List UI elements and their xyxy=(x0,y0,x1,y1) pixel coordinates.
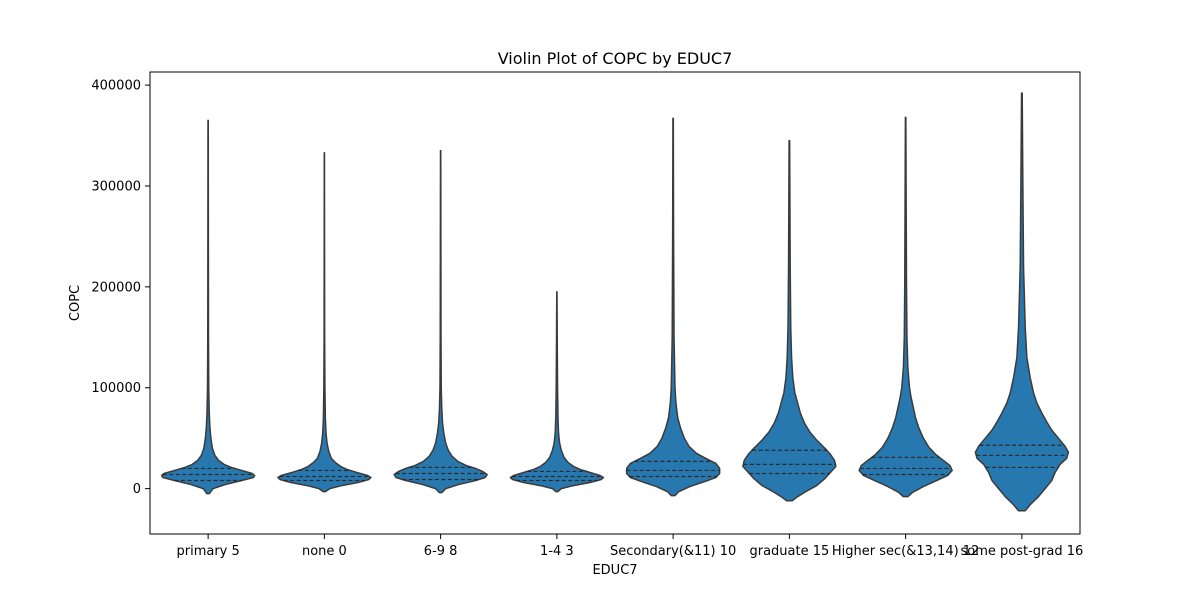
violin-body xyxy=(742,139,837,502)
x-tick-label: 1-4 3 xyxy=(540,544,574,559)
violin-body xyxy=(858,116,953,498)
y-tick-label: 100000 xyxy=(91,381,141,396)
violin-body xyxy=(277,151,372,493)
x-tick-label: some post-grad 16 xyxy=(960,544,1083,559)
x-tick-label: Higher sec(&13,14) 12 xyxy=(832,544,979,559)
y-tick-label: 400000 xyxy=(91,79,141,94)
y-tick-label: 0 xyxy=(133,482,141,497)
chart-title: Violin Plot of COPC by EDUC7 xyxy=(498,49,733,68)
x-tick-label: 6-9 8 xyxy=(424,544,458,559)
violin-body xyxy=(509,291,605,493)
violin-body xyxy=(974,92,1070,512)
x-tick-label: none 0 xyxy=(302,544,347,559)
plot-frame xyxy=(149,71,1081,535)
x-tick-label: Secondary(&11) 10 xyxy=(610,544,736,559)
y-tick-label: 300000 xyxy=(91,179,141,194)
violin-body xyxy=(625,117,721,497)
y-axis-label: COPC xyxy=(68,285,83,321)
x-tick-label: primary 5 xyxy=(176,544,239,559)
x-axis: primary 5 none 0 6-9 8 1-4 3 Secondary(&11) … xyxy=(176,534,1083,559)
y-tick-label: 200000 xyxy=(91,280,141,295)
violins-layer xyxy=(160,92,1070,512)
x-axis-label: EDUC7 xyxy=(592,563,637,578)
violin-body xyxy=(393,149,488,494)
violin-body xyxy=(160,119,256,495)
x-tick-label: graduate 15 xyxy=(749,544,829,559)
y-axis: 0 100000 200000 300000 400000 xyxy=(91,79,150,497)
